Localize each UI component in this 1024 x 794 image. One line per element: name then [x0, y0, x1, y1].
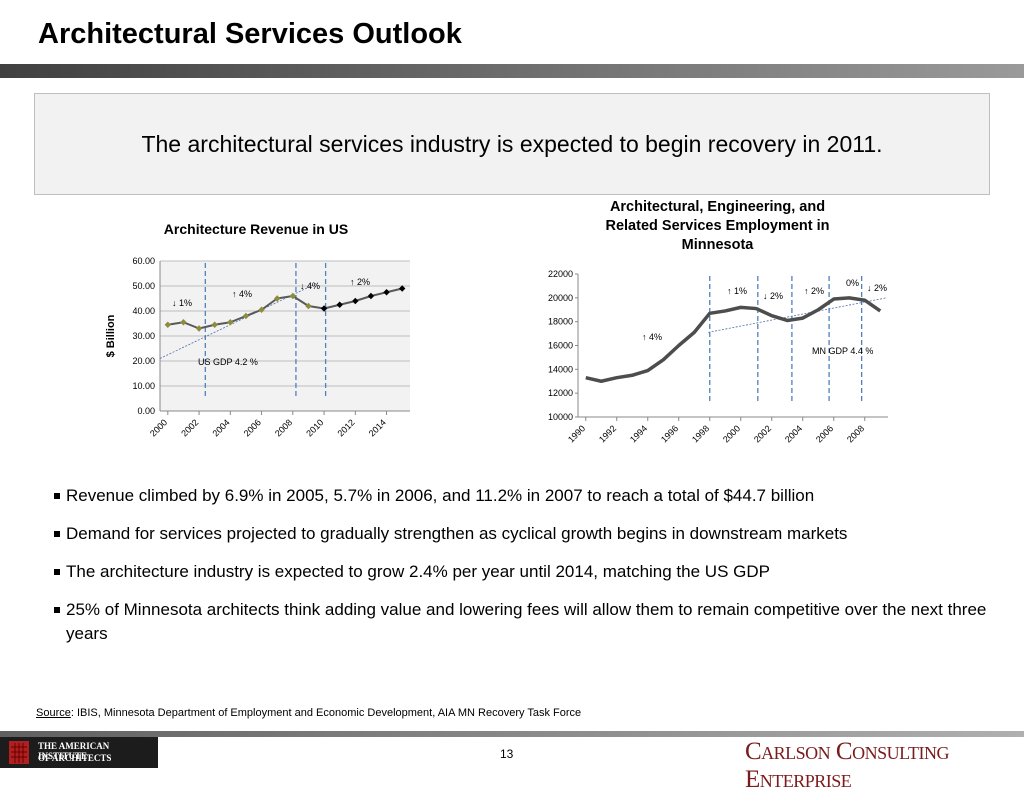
banner-text: The architectural services industry is e… — [141, 130, 883, 157]
trend-line — [708, 297, 887, 333]
annotation: ↑ 2% — [350, 277, 370, 287]
data-point — [164, 321, 172, 328]
series-line — [585, 296, 882, 383]
y-tick-label: 20.00 — [132, 356, 155, 366]
x-tick-label: 2014 — [367, 417, 388, 438]
y-axis-label: $ Billion — [105, 314, 117, 357]
annotation: ↑ 4% — [642, 332, 662, 342]
annotation: ↓ 4% — [300, 281, 320, 291]
source-text: : IBIS, Minnesota Department of Employme… — [70, 707, 582, 719]
annotation: ↓ 2% — [763, 291, 783, 301]
header-bar — [0, 64, 1024, 78]
bullet: Demand for services projected to gradual… — [52, 522, 1002, 546]
data-point — [211, 321, 218, 328]
data-point — [227, 319, 234, 326]
x-tick-label: 2004 — [783, 423, 804, 444]
source: Source: IBIS, Minnesota Department of Em… — [36, 707, 581, 719]
brand-logo: Carlson Consulting Enterprise — [745, 738, 949, 793]
annotation: MN GDP 4.4 % — [812, 346, 873, 356]
x-tick-label: 1996 — [659, 423, 680, 444]
y-tick-label: 12000 — [548, 388, 573, 398]
banner: The architectural services industry is e… — [34, 93, 990, 195]
source-label: Source — [36, 707, 71, 719]
annotation: ↑ 1% — [727, 286, 747, 296]
annotation: ↑ 4% — [232, 289, 252, 299]
data-point — [258, 306, 265, 313]
x-tick-label: 1998 — [690, 423, 711, 444]
chart-title-box: Architectural, Engineering, and Related … — [605, 199, 830, 253]
x-tick-label: 2000 — [721, 423, 742, 444]
annotation: ↓ 2% — [867, 283, 887, 293]
y-tick-label: 0.00 — [137, 406, 155, 416]
x-tick-label: 2008 — [845, 423, 866, 444]
y-tick-label: 40.00 — [132, 306, 155, 316]
data-point — [320, 305, 328, 312]
chart-employment: Architectural, Engineering, and Related … — [548, 199, 888, 445]
x-tick-label: 2008 — [273, 417, 294, 438]
aia-line2: OF ARCHITECTS — [38, 753, 112, 763]
y-tick-label: 14000 — [548, 364, 573, 374]
bullet-list: Revenue climbed by 6.9% in 2005, 5.7% in… — [52, 484, 1002, 660]
slide: Architectural Services Outlook The archi… — [0, 18, 1024, 793]
y-tick-label: 16000 — [548, 341, 573, 351]
x-tick-label: 2002 — [752, 423, 773, 444]
bullet: Revenue climbed by 6.9% in 2005, 5.7% in… — [52, 484, 1002, 508]
x-tick-label: 2004 — [210, 417, 231, 438]
bullet: The architecture industry is expected to… — [52, 560, 1002, 584]
y-tick-label: 20000 — [548, 293, 573, 303]
data-point — [242, 312, 250, 320]
y-tick-label: 30.00 — [132, 331, 155, 341]
x-tick-label: 1990 — [566, 423, 587, 444]
series-line — [167, 287, 403, 330]
x-tick-label: 1992 — [597, 423, 618, 444]
footer-bar — [0, 731, 1024, 737]
chart-revenue: Architecture Revenue in US 0.00 10.00 20.00… — [105, 221, 410, 439]
data-point — [305, 302, 312, 310]
data-point — [180, 319, 187, 326]
y-tick-label: 18000 — [548, 317, 573, 327]
x-tick-label: 2006 — [242, 417, 263, 438]
x-tick-label: 2006 — [814, 423, 835, 444]
aia-line1: THE AMERICAN INSTITUTE — [38, 741, 110, 761]
x-tick-label: 2012 — [335, 417, 356, 438]
x-tick-label: 1994 — [628, 423, 649, 444]
data-point — [383, 289, 390, 296]
aia-emblem — [9, 741, 29, 764]
data-point — [289, 292, 297, 300]
data-point — [352, 297, 359, 305]
data-point — [367, 292, 375, 300]
data-point — [336, 301, 343, 308]
y-tick-label: 22000 — [548, 269, 573, 279]
aia-logo: THE AMERICAN INSTITUTE OF ARCHITECTS — [0, 737, 158, 768]
annotation: US GDP 4.2 % — [198, 357, 258, 367]
data-point — [273, 295, 281, 302]
y-tick-label: 10000 — [548, 412, 573, 422]
annotation: ↑ 2% — [804, 286, 824, 296]
x-tick-label: 2010 — [304, 417, 325, 438]
x-tick-label: 2000 — [148, 417, 169, 438]
annotation: ↓ 1% — [172, 298, 192, 308]
y-tick-label: 10.00 — [132, 381, 155, 391]
slide-title: Architectural Services Outlook — [38, 18, 462, 50]
data-point — [398, 285, 406, 292]
chart-title: Architecture Revenue in US — [164, 221, 348, 237]
data-point — [195, 325, 203, 332]
page-number: 13 — [500, 747, 514, 761]
y-tick-label: 60.00 — [132, 256, 155, 266]
x-tick-label: 2002 — [179, 417, 200, 438]
annotation: 0% — [846, 278, 859, 288]
bullet: 25% of Minnesota architects think adding… — [52, 598, 1002, 646]
chart-title: Architectural, Engineering, and Related … — [605, 199, 830, 253]
y-tick-label: 50.00 — [132, 281, 155, 291]
